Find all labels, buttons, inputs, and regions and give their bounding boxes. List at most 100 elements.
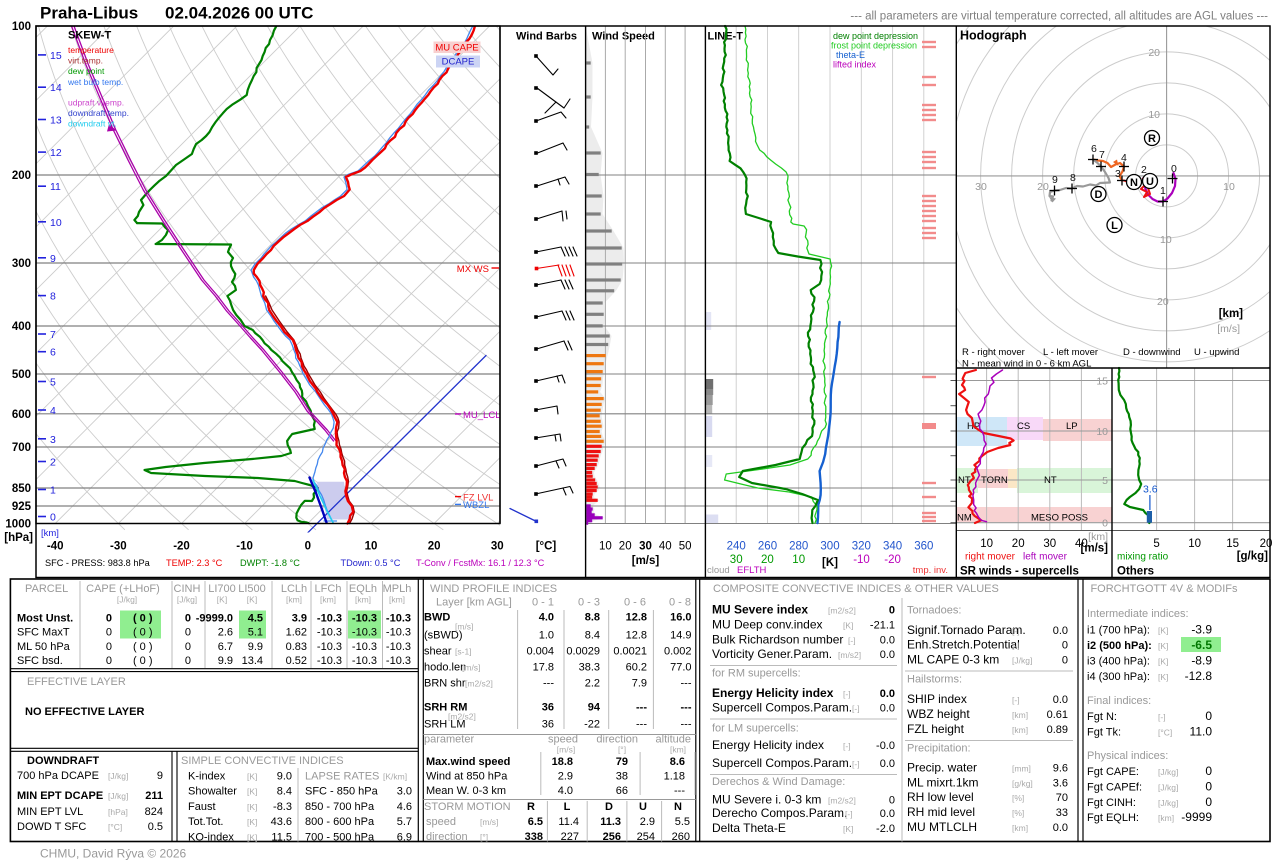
svg-text:2: 2 xyxy=(50,457,56,469)
svg-text:227: 227 xyxy=(561,831,579,843)
svg-text:NT: NT xyxy=(958,475,971,486)
svg-text:-10.3: -10.3 xyxy=(317,655,342,667)
svg-text:Enh.Stretch.Potential: Enh.Stretch.Potential xyxy=(907,638,1020,652)
svg-text:MU MTLCLH: MU MTLCLH xyxy=(907,820,977,834)
svg-text:6: 6 xyxy=(50,347,56,359)
svg-text:-0.0: -0.0 xyxy=(876,740,895,752)
svg-text:LAPSE RATES: LAPSE RATES xyxy=(305,770,379,782)
svg-text:dew point: dew point xyxy=(68,66,105,76)
svg-text:2.2: 2.2 xyxy=(585,678,600,690)
svg-text:-10.3: -10.3 xyxy=(352,613,377,625)
svg-text:[%]: [%] xyxy=(1012,808,1024,818)
svg-text:5: 5 xyxy=(1153,538,1159,550)
svg-text:36: 36 xyxy=(542,702,554,714)
svg-text:0.89: 0.89 xyxy=(1047,724,1068,736)
svg-text:MU Severe index: MU Severe index xyxy=(712,603,808,617)
svg-text:10: 10 xyxy=(792,554,805,566)
svg-text:0.52: 0.52 xyxy=(286,655,307,667)
svg-text:DWPT: -1.8 °C: DWPT: -1.8 °C xyxy=(240,558,300,568)
svg-text:Signif.Tornado Param.: Signif.Tornado Param. xyxy=(907,623,1026,637)
svg-text:MIN EPT LVL: MIN EPT LVL xyxy=(17,806,83,818)
svg-text:MU_LCL: MU_LCL xyxy=(463,410,501,421)
svg-text:300: 300 xyxy=(820,541,839,553)
svg-text:[m2/s2]: [m2/s2] xyxy=(465,679,493,689)
svg-text:10: 10 xyxy=(1096,426,1108,438)
svg-text:38.3: 38.3 xyxy=(579,662,600,674)
svg-text:9: 9 xyxy=(50,253,56,265)
svg-text:SFC MaxT: SFC MaxT xyxy=(17,627,70,639)
svg-text:i3 (400 hPa):: i3 (400 hPa): xyxy=(1087,656,1150,668)
svg-text:K-index: K-index xyxy=(188,770,226,782)
svg-text:10: 10 xyxy=(50,217,62,229)
svg-text:43.6: 43.6 xyxy=(271,816,292,828)
svg-text:850: 850 xyxy=(12,483,31,495)
svg-text:5.5: 5.5 xyxy=(675,816,690,828)
svg-text:[-]: [-] xyxy=(848,636,856,646)
svg-text:8.4: 8.4 xyxy=(277,786,292,798)
svg-text:MX WS: MX WS xyxy=(457,264,489,275)
svg-text:MU Deep conv.index: MU Deep conv.index xyxy=(712,618,823,632)
svg-text:[J/kg]: [J/kg] xyxy=(1158,767,1178,777)
svg-text:for LM supercells:: for LM supercells: xyxy=(712,723,799,735)
svg-text:LCLh: LCLh xyxy=(281,583,307,595)
svg-text:TORN: TORN xyxy=(981,475,1008,486)
svg-text:Delta Theta-E: Delta Theta-E xyxy=(712,821,786,835)
svg-text:SHIP index: SHIP index xyxy=(907,692,967,706)
svg-text:77.0: 77.0 xyxy=(670,662,691,674)
svg-text:211: 211 xyxy=(145,790,163,802)
svg-text:3: 3 xyxy=(1115,168,1121,180)
svg-text:700 - 500 hPa: 700 - 500 hPa xyxy=(305,832,375,844)
svg-text:14.9: 14.9 xyxy=(670,630,691,642)
svg-text:[-]: [-] xyxy=(1012,626,1020,636)
svg-text:MESO POSS: MESO POSS xyxy=(1031,513,1088,524)
svg-text:[m/s]: [m/s] xyxy=(557,745,575,755)
svg-text:100: 100 xyxy=(12,21,31,33)
svg-text:[km]: [km] xyxy=(1012,725,1028,735)
svg-text:[mm]: [mm] xyxy=(1012,764,1031,774)
svg-text:8: 8 xyxy=(50,291,56,303)
svg-text:30: 30 xyxy=(491,541,504,553)
svg-text:hodo.len: hodo.len xyxy=(424,662,466,674)
svg-text:240: 240 xyxy=(727,541,746,553)
svg-text:L: L xyxy=(1111,220,1118,232)
svg-text:speed: speed xyxy=(548,734,578,746)
svg-text:7: 7 xyxy=(50,329,56,341)
svg-text:[km]: [km] xyxy=(286,595,302,605)
svg-text:824: 824 xyxy=(145,806,163,818)
svg-text:[J/kg]: [J/kg] xyxy=(108,791,128,801)
svg-text:-9999.0: -9999.0 xyxy=(196,613,233,625)
svg-text:200: 200 xyxy=(12,170,31,182)
svg-text:--- all parameters are virtual: --- all parameters are virtual temperatu… xyxy=(850,11,1268,23)
svg-text:850 - 700 hPa: 850 - 700 hPa xyxy=(305,801,375,813)
svg-text:0.0: 0.0 xyxy=(880,758,895,770)
svg-text:4.5: 4.5 xyxy=(248,613,263,625)
svg-text:Fgt CAPEf:: Fgt CAPEf: xyxy=(1087,782,1142,794)
svg-text:Energy Helicity index: Energy Helicity index xyxy=(712,738,824,752)
svg-text:Wind at 850 hPa: Wind at 850 hPa xyxy=(426,771,508,783)
svg-text:15: 15 xyxy=(1096,376,1108,388)
svg-text:9: 9 xyxy=(1052,174,1058,186)
svg-text:ML mixrt.1km: ML mixrt.1km xyxy=(907,776,979,790)
svg-text:0.61: 0.61 xyxy=(1047,709,1068,721)
svg-text:[m2/s2]: [m2/s2] xyxy=(828,606,856,616)
svg-text:8: 8 xyxy=(1070,172,1076,184)
svg-text:---: --- xyxy=(636,719,647,731)
svg-text:Precip. water: Precip. water xyxy=(907,761,977,775)
svg-text:i2 (500 hPa):: i2 (500 hPa): xyxy=(1087,640,1152,652)
svg-text:10: 10 xyxy=(1148,109,1160,121)
svg-text:-10: -10 xyxy=(853,554,870,566)
svg-text:direction: direction xyxy=(596,734,638,746)
svg-text:0 - 8: 0 - 8 xyxy=(669,597,691,609)
svg-text:0 - 6: 0 - 6 xyxy=(624,597,646,609)
svg-text:[s-1]: [s-1] xyxy=(455,647,472,657)
svg-text:N - mean wind in 0 - 6 km AGL: N - mean wind in 0 - 6 km AGL xyxy=(962,359,1091,370)
svg-text:360: 360 xyxy=(914,541,933,553)
svg-text:10: 10 xyxy=(1160,234,1172,246)
svg-text:[J/kg]: [J/kg] xyxy=(117,595,137,605)
svg-text:-3.9: -3.9 xyxy=(1191,623,1212,637)
svg-text:0.0029: 0.0029 xyxy=(566,646,600,658)
svg-text:[m/s]: [m/s] xyxy=(1081,543,1109,555)
svg-text:[K]: [K] xyxy=(247,771,257,781)
svg-text:7: 7 xyxy=(1099,149,1105,161)
svg-text:0: 0 xyxy=(1205,780,1212,794)
